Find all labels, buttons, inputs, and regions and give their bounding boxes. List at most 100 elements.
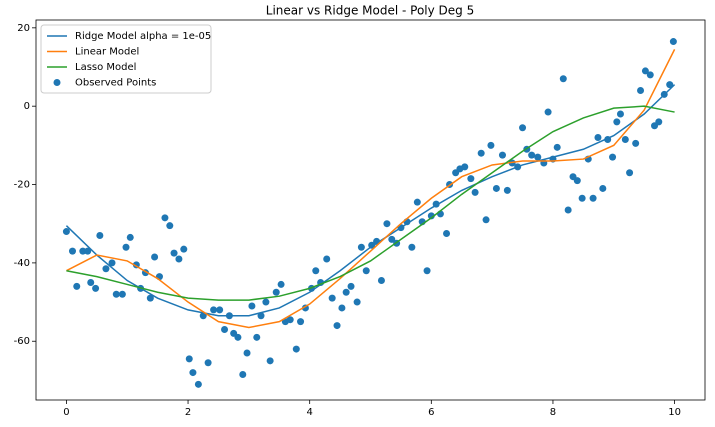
- scatter-point: [185, 355, 193, 363]
- scatter-point: [427, 212, 435, 220]
- series-line: [66, 105, 675, 301]
- legend-label: Observed Points: [75, 78, 156, 89]
- scatter-point: [96, 231, 104, 239]
- scatter-point: [626, 169, 634, 177]
- legend: Ridge Model alpha = 1e-05 Linear Model Las…: [40, 24, 212, 94]
- legend-swatch: [53, 79, 61, 86]
- scatter-point: [482, 216, 490, 224]
- x-tick-label: 8: [550, 407, 556, 418]
- scatter-point: [189, 369, 197, 377]
- scatter-point: [312, 267, 320, 275]
- scatter-point: [413, 198, 421, 206]
- scatter-point: [272, 288, 280, 296]
- scatter-point: [328, 294, 336, 302]
- scatter-point: [84, 247, 92, 255]
- scatter-point: [388, 235, 396, 243]
- scatter-point: [471, 188, 479, 196]
- scatter-point: [594, 134, 602, 142]
- x-tick-label: 2: [185, 407, 191, 418]
- scatter-point: [655, 118, 663, 126]
- scatter-point: [221, 325, 229, 333]
- scatter-point: [589, 194, 597, 202]
- scatter-point: [461, 163, 469, 171]
- plot-frame: [35, 19, 706, 401]
- y-tick-label: -60: [14, 336, 30, 347]
- scatter-point: [126, 233, 134, 241]
- scatter-point: [112, 290, 120, 298]
- y-tick-label: -20: [14, 180, 30, 191]
- scatter-point: [342, 288, 350, 296]
- scatter-point: [62, 228, 70, 236]
- chart-title: Linear vs Ridge Model - Poly Deg 5: [266, 4, 474, 18]
- scatter-point: [92, 284, 100, 292]
- scatter-point: [277, 280, 285, 288]
- scatter-point: [239, 371, 247, 379]
- scatter-point: [641, 67, 649, 75]
- scatter-point: [297, 318, 305, 326]
- scatter-point: [151, 253, 159, 261]
- scatter-point: [170, 249, 178, 257]
- scatter-point: [73, 282, 81, 290]
- scatter-point: [216, 306, 224, 314]
- scatter-point: [564, 206, 572, 214]
- series-line: [66, 49, 676, 329]
- scatter-point: [632, 139, 640, 147]
- scatter-point: [621, 135, 629, 143]
- scatter-point: [362, 267, 370, 275]
- scatter-point: [599, 184, 607, 192]
- scatter-point: [146, 294, 154, 302]
- x-tick-label: 10: [668, 407, 681, 418]
- scatter-point: [544, 108, 552, 116]
- scatter-point: [498, 151, 506, 159]
- scatter-point: [122, 243, 130, 251]
- x-tick-label: 0: [63, 407, 69, 418]
- y-tick-label: 0: [24, 101, 30, 112]
- scatter-point: [118, 290, 126, 298]
- scatter-point: [616, 110, 624, 118]
- scatter-point: [383, 220, 391, 228]
- scatter-point: [377, 277, 385, 285]
- scatter-point: [292, 345, 300, 353]
- legend-box: [40, 24, 212, 94]
- scatter-point: [166, 222, 174, 230]
- scatter-point: [323, 255, 331, 263]
- scatter-point: [573, 177, 581, 185]
- scatter-point: [234, 333, 242, 341]
- scatter-point: [262, 298, 270, 306]
- scatter-point: [79, 247, 87, 255]
- scatter-point: [553, 143, 561, 151]
- scatter-point: [637, 87, 645, 95]
- scatter-point: [534, 153, 542, 161]
- scatter-point: [102, 265, 110, 273]
- scatter-point: [519, 124, 527, 132]
- scatter-point: [477, 149, 485, 157]
- scatter-point: [492, 184, 500, 192]
- scatter-point: [423, 267, 431, 275]
- x-tick-label: 4: [306, 407, 312, 418]
- scatter-point: [353, 298, 361, 306]
- scatter-point: [559, 75, 567, 83]
- scatter-point: [408, 243, 416, 251]
- legend-label: Linear Model: [75, 47, 139, 58]
- scatter-point: [194, 380, 202, 388]
- scatter-point: [257, 312, 265, 320]
- legend-label: Lasso Model: [75, 62, 136, 73]
- scatter-point: [609, 153, 617, 161]
- y-tick-label: 20: [17, 23, 30, 34]
- scatter-point: [528, 151, 536, 159]
- scatter-point: [286, 316, 294, 324]
- scatter-point: [503, 186, 511, 194]
- series-line: [65, 84, 676, 317]
- scatter-point: [243, 349, 251, 357]
- scatter-point: [487, 141, 495, 149]
- scatter-point: [253, 333, 261, 341]
- scatter-point: [204, 359, 212, 367]
- scatter-point: [180, 245, 188, 253]
- scatter-points: [62, 38, 677, 388]
- scatter-point: [578, 194, 586, 202]
- scatter-point: [613, 118, 621, 126]
- scatter-point: [333, 322, 341, 330]
- scatter-point: [175, 255, 183, 263]
- scatter-point: [108, 259, 116, 267]
